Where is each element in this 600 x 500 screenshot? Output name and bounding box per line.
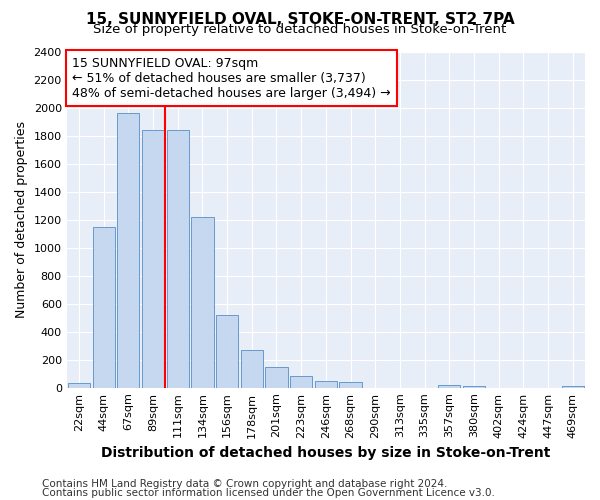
Text: Size of property relative to detached houses in Stoke-on-Trent: Size of property relative to detached ho… — [94, 22, 506, 36]
Text: 15, SUNNYFIELD OVAL, STOKE-ON-TRENT, ST2 7PA: 15, SUNNYFIELD OVAL, STOKE-ON-TRENT, ST2… — [86, 12, 514, 28]
Bar — [340, 382, 362, 388]
Bar — [265, 366, 287, 388]
Text: Contains HM Land Registry data © Crown copyright and database right 2024.: Contains HM Land Registry data © Crown c… — [42, 479, 448, 489]
Text: Contains public sector information licensed under the Open Government Licence v3: Contains public sector information licen… — [42, 488, 495, 498]
Bar — [315, 380, 337, 388]
Bar — [68, 384, 90, 388]
Bar — [463, 386, 485, 388]
Bar — [216, 315, 238, 388]
Y-axis label: Number of detached properties: Number of detached properties — [15, 121, 28, 318]
Bar — [167, 130, 189, 388]
Text: 15 SUNNYFIELD OVAL: 97sqm
← 51% of detached houses are smaller (3,737)
48% of se: 15 SUNNYFIELD OVAL: 97sqm ← 51% of detac… — [72, 56, 391, 100]
Bar — [191, 217, 214, 388]
Bar — [142, 130, 164, 388]
Bar — [117, 113, 139, 388]
Bar — [92, 226, 115, 388]
Bar — [290, 376, 312, 388]
Bar — [562, 386, 584, 388]
Bar — [241, 350, 263, 388]
X-axis label: Distribution of detached houses by size in Stoke-on-Trent: Distribution of detached houses by size … — [101, 446, 551, 460]
Bar — [438, 385, 460, 388]
